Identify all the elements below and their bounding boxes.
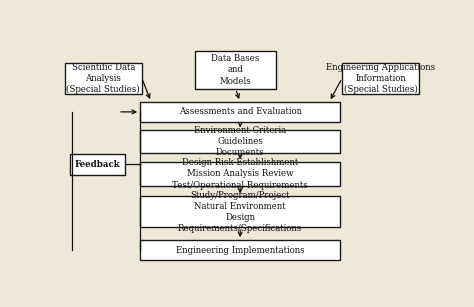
Bar: [342, 63, 419, 94]
Text: Data Bases
and
Models: Data Bases and Models: [211, 54, 260, 86]
Bar: [140, 162, 340, 186]
Text: Feedback: Feedback: [75, 160, 121, 169]
Bar: [140, 240, 340, 260]
Bar: [195, 51, 276, 89]
Bar: [140, 130, 340, 153]
Text: Study/Program/Project
Natural Environment
Design
Requirements/Specifications: Study/Program/Project Natural Environmen…: [178, 191, 302, 233]
Bar: [65, 63, 142, 94]
Bar: [70, 154, 125, 175]
Text: Engineering Applications
Information
(Special Studies): Engineering Applications Information (Sp…: [326, 63, 435, 94]
Text: Design Risk Establishment
Mission Analysis Review
Test/Operational Requirements: Design Risk Establishment Mission Analys…: [172, 158, 308, 189]
Text: Engineering Implementations: Engineering Implementations: [176, 246, 304, 255]
Text: Environment Criteria
Guidelines
Documents: Environment Criteria Guidelines Document…: [194, 126, 286, 157]
Text: Scientific Data
Analysis
(Special Studies): Scientific Data Analysis (Special Studie…: [66, 63, 140, 94]
Bar: [140, 102, 340, 122]
Text: Assessments and Evaluation: Assessments and Evaluation: [179, 107, 301, 116]
Bar: [140, 196, 340, 227]
